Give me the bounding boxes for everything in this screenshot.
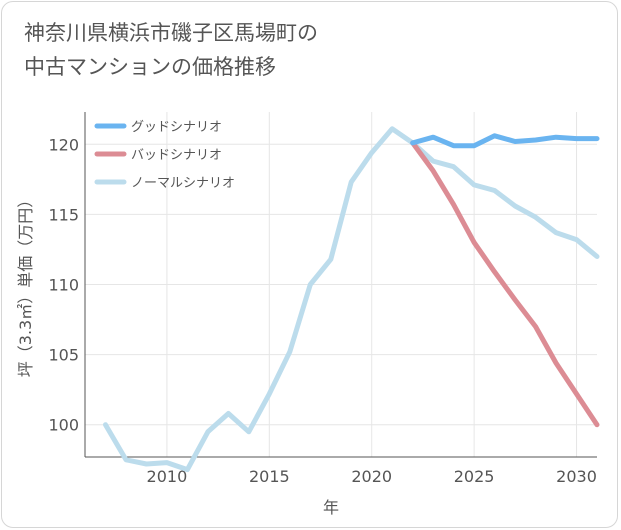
x-tick-label-2010: 2010 [147, 467, 188, 486]
series-line-0 [410, 133, 600, 149]
series-line-1 [410, 140, 600, 428]
x-tick-label-2020: 2020 [351, 467, 392, 486]
x-tick-label-2030: 2030 [556, 467, 597, 486]
chart-title: 神奈川県横浜市磯子区馬場町の 中古マンションの価格推移 [24, 16, 604, 84]
chart-title-line1: 神奈川県横浜市磯子区馬場町の [24, 21, 318, 45]
y-tick-label-110: 110 [48, 276, 79, 295]
legend-label-1: バッドシナリオ [131, 148, 222, 163]
y-tick-label-120: 120 [48, 135, 79, 154]
chart-title-line2: 中古マンションの価格推移 [24, 55, 276, 79]
y-tick-label-105: 105 [48, 346, 79, 365]
x-tick-label-2025: 2025 [454, 467, 495, 486]
legend-label-2: ノーマルシナリオ [131, 176, 235, 191]
y-tick-label-115: 115 [48, 205, 79, 224]
series-line-2 [103, 126, 600, 473]
y-tick-label-100: 100 [48, 416, 79, 435]
y-axis-title: 坪（3.3㎡）単価（万円） [16, 192, 35, 377]
legend-label-0: グッドシナリオ [131, 120, 222, 135]
x-tick-label-2015: 2015 [249, 467, 290, 486]
x-axis-title: 年 [323, 498, 339, 517]
